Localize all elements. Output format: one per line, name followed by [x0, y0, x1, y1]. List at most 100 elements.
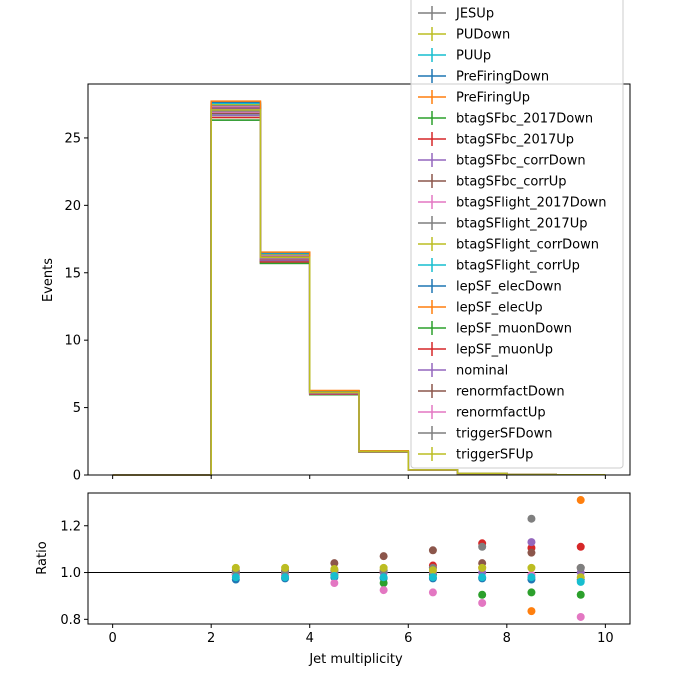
ratio-point	[379, 552, 388, 561]
legend-entry-PreFiringUp: PreFiringUp	[418, 90, 530, 106]
ratio-point	[330, 579, 339, 588]
ratio-point	[330, 559, 339, 568]
legend-entry-JESUp: JESUp	[418, 6, 494, 22]
legend-label-lepSF_elecUp: lepSF_elecUp	[456, 301, 543, 316]
legend-label-renormfactDown: renormfactDown	[456, 385, 565, 400]
legend-label-PreFiringDown: PreFiringDown	[456, 70, 549, 85]
ratio-points	[231, 496, 585, 621]
ratio-point	[428, 573, 437, 582]
main-axes-frame	[87, 83, 631, 476]
ratio-y-ticks: 0.8 1.0 1.2	[60, 519, 88, 628]
legend-label-nominal: nominal	[456, 364, 508, 379]
ratio-point	[576, 577, 585, 586]
legend-entry-btagSFbc_corrUp: btagSFbc_corrUp	[418, 174, 567, 190]
main-y-axis-label: Events	[41, 258, 56, 302]
legend-entry-triggerSFDown: triggerSFDown	[418, 426, 552, 442]
ratio-point	[527, 563, 536, 572]
main-y-tick-label: 5	[73, 401, 81, 416]
legend-label-btagSFlight_corrUp: btagSFlight_corrUp	[456, 259, 580, 274]
ratio-point	[576, 542, 585, 551]
main-y-ticks: 0 5 10 15 20 25	[64, 131, 88, 484]
ratio-x-ticks: 0 2 4 6 8 10	[108, 624, 614, 646]
legend-label-btagSFbc_corrUp: btagSFbc_corrUp	[456, 175, 567, 190]
legend-label-PUDown: PUDown	[456, 28, 510, 43]
legend-entry-PUDown: PUDown	[418, 27, 510, 43]
legend-label-triggerSFUp: triggerSFUp	[456, 448, 533, 463]
ratio-point	[478, 598, 487, 607]
legend-label-PreFiringUp: PreFiringUp	[456, 91, 530, 106]
ratio-point	[527, 538, 536, 547]
ratio-point	[231, 563, 240, 572]
legend-entry-PUUp: PUUp	[418, 48, 491, 64]
main-y-tick-label: 20	[64, 199, 81, 214]
main-step-lines	[112, 100, 606, 476]
legend-label-lepSF_muonDown: lepSF_muonDown	[456, 322, 572, 337]
ratio-x-tick-label: 0	[108, 631, 116, 646]
ratio-point	[527, 573, 536, 582]
legend-entry-triggerSFUp: triggerSFUp	[418, 447, 533, 463]
legend-entry-btagSFlight_corrDown: btagSFlight_corrDown	[418, 237, 599, 253]
legend-entry-btagSFlight_2017Down: btagSFlight_2017Down	[418, 195, 607, 211]
ratio-point	[231, 573, 240, 582]
main-y-tick-label: 15	[64, 266, 81, 281]
legend-entry-btagSFbc_2017Down: btagSFbc_2017Down	[418, 111, 593, 127]
main-y-tick-label: 0	[73, 469, 81, 484]
ratio-point	[576, 612, 585, 621]
ratio-axes-frame	[87, 492, 631, 625]
ratio-point	[428, 546, 437, 555]
ratio-y-tick-label: 1.0	[60, 566, 81, 581]
legend-label-btagSFbc_2017Down: btagSFbc_2017Down	[456, 112, 593, 127]
legend-entry-renormfactDown: renormfactDown	[418, 384, 565, 400]
ratio-point	[527, 588, 536, 597]
legend-entries: JESUp PUDown PUUp PreFiringDown PreFiringUp b…	[418, 6, 607, 463]
step-line-triggerSFUp	[112, 109, 606, 476]
legend-label-btagSFbc_2017Up: btagSFbc_2017Up	[456, 133, 574, 148]
legend-entry-btagSFbc_2017Up: btagSFbc_2017Up	[418, 132, 574, 148]
legend-entry-lepSF_muonDown: lepSF_muonDown	[418, 321, 572, 337]
legend-label-triggerSFDown: triggerSFDown	[456, 427, 552, 442]
ratio-point	[527, 548, 536, 557]
ratio-point	[379, 579, 388, 588]
legend-entry-lepSF_muonUp: lepSF_muonUp	[418, 342, 553, 358]
legend-entry-renormfactUp: renormfactUp	[418, 405, 546, 421]
main-panel: 0 5 10 15 20 25 Events	[41, 83, 631, 484]
ratio-point	[527, 607, 536, 616]
ratio-point	[478, 563, 487, 572]
ratio-point	[478, 573, 487, 582]
ratio-point	[478, 590, 487, 599]
legend-entry-nominal: nominal	[418, 363, 508, 379]
legend-entry-btagSFlight_corrUp: btagSFlight_corrUp	[418, 258, 580, 274]
ratio-point	[527, 514, 536, 523]
legend-label-lepSF_muonUp: lepSF_muonUp	[456, 343, 553, 358]
legend-label-JESUp: JESUp	[455, 7, 494, 22]
ratio-y-tick-label: 1.2	[60, 519, 81, 534]
ratio-point	[576, 496, 585, 505]
legend-entry-lepSF_elecDown: lepSF_elecDown	[418, 279, 562, 295]
ratio-point	[576, 563, 585, 572]
legend-label-btagSFlight_2017Up: btagSFlight_2017Up	[456, 217, 587, 232]
legend-label-PUUp: PUUp	[456, 49, 491, 64]
legend-label-lepSF_elecDown: lepSF_elecDown	[456, 280, 562, 295]
legend-entry-PreFiringDown: PreFiringDown	[418, 69, 549, 85]
legend-label-btagSFbc_corrDown: btagSFbc_corrDown	[456, 154, 586, 169]
ratio-point	[379, 563, 388, 572]
ratio-point	[379, 573, 388, 582]
ratio-point	[281, 563, 290, 572]
ratio-x-tick-label: 2	[207, 631, 215, 646]
ratio-point	[576, 590, 585, 599]
main-y-tick-label: 25	[64, 131, 81, 146]
ratio-point	[330, 572, 339, 581]
legend-label-btagSFlight_2017Down: btagSFlight_2017Down	[456, 196, 607, 211]
legend-entry-lepSF_elecUp: lepSF_elecUp	[418, 300, 543, 316]
main-y-tick-label: 10	[64, 334, 81, 349]
ratio-point	[428, 588, 437, 597]
ratio-panel: 0.8 1.0 1.2 0 2 4 6 8 10 Ratio Jet multiplicity	[35, 492, 631, 667]
legend-box	[410, 0, 624, 469]
ratio-x-tick-label: 4	[306, 631, 314, 646]
legend-label-renormfactUp: renormfactUp	[456, 406, 546, 421]
ratio-x-tick-label: 10	[597, 631, 614, 646]
ratio-x-tick-label: 8	[503, 631, 511, 646]
ratio-point	[281, 573, 290, 582]
ratio-x-tick-label: 6	[404, 631, 412, 646]
